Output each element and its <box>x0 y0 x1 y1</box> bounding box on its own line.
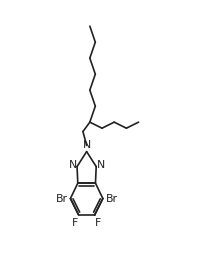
Text: N: N <box>97 160 105 171</box>
Text: F: F <box>72 218 78 228</box>
Text: F: F <box>95 218 102 228</box>
Text: Br: Br <box>105 193 117 204</box>
Text: Br: Br <box>56 193 68 204</box>
Text: N: N <box>68 160 77 171</box>
Text: N: N <box>83 141 91 150</box>
